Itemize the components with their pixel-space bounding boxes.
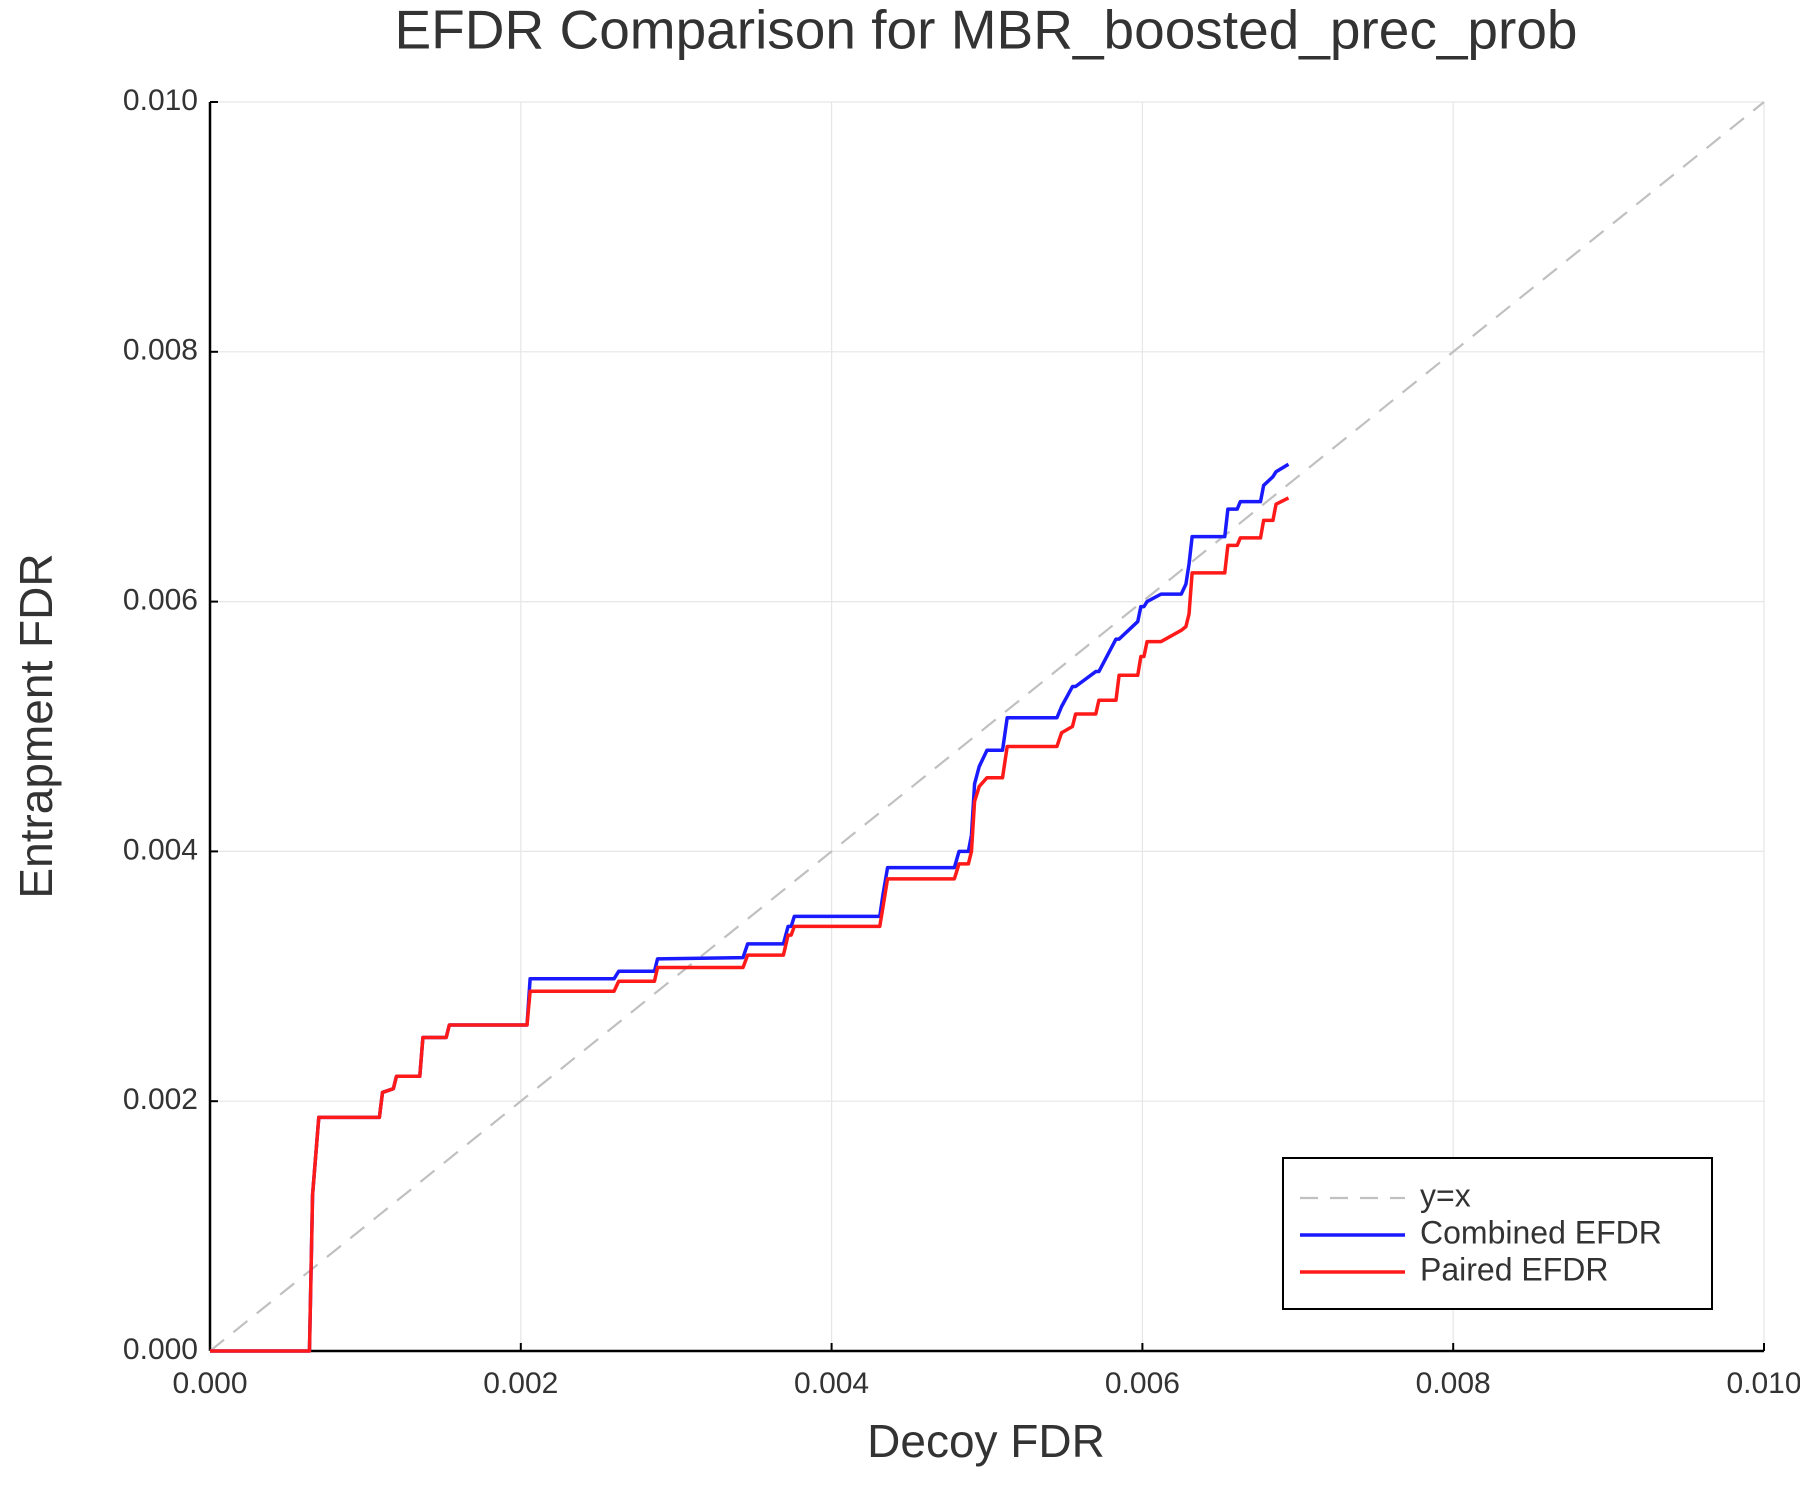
chart-title: EFDR Comparison for MBR_boosted_prec_pro… xyxy=(394,0,1577,61)
legend-label: Combined EFDR xyxy=(1420,1214,1662,1250)
y-tick-label: 0.006 xyxy=(123,584,198,617)
x-axis-label: Decoy FDR xyxy=(867,1415,1105,1467)
x-tick-label: 0.008 xyxy=(1416,1367,1491,1400)
y-axis-label: Entrapment FDR xyxy=(10,553,62,898)
series-line xyxy=(209,101,1765,1352)
x-tick-label: 0.004 xyxy=(794,1367,869,1400)
legend-label: y=x xyxy=(1420,1177,1471,1213)
series-line xyxy=(210,496,1290,1353)
legend-label: Paired EFDR xyxy=(1420,1251,1609,1287)
y-tick-label: 0.010 xyxy=(123,84,198,117)
x-tick-label: 0.006 xyxy=(1105,1367,1180,1400)
y-tick-label: 0.000 xyxy=(123,1333,198,1366)
y-tick-label: 0.008 xyxy=(123,334,198,367)
x-tick-label: 0.002 xyxy=(483,1367,558,1400)
x-tick-label: 0.000 xyxy=(172,1367,247,1400)
series-line xyxy=(210,462,1290,1353)
x-tick-label: 0.010 xyxy=(1726,1367,1800,1400)
y-tick-label: 0.004 xyxy=(123,833,198,866)
y-tick-label: 0.002 xyxy=(123,1083,198,1116)
